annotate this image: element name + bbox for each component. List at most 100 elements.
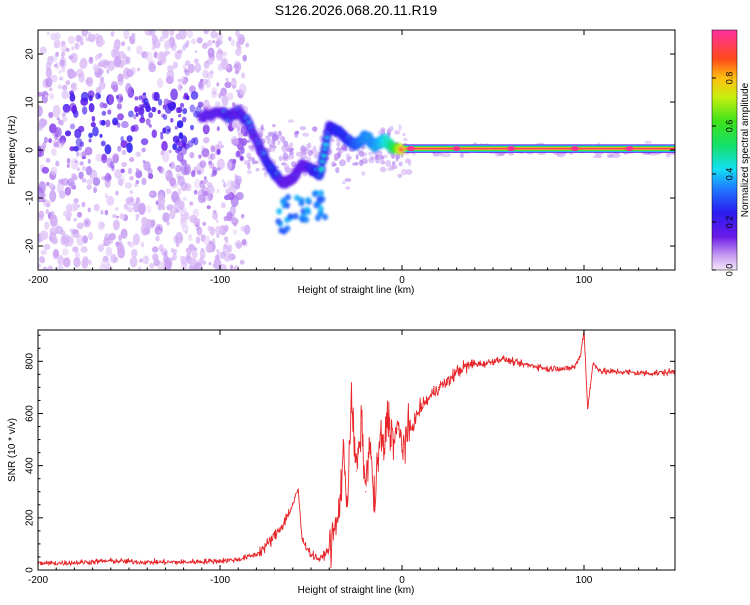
spectrogram-cell: [230, 180, 236, 188]
spectrogram-cell: [203, 42, 208, 48]
spectrogram-cell: [283, 163, 289, 170]
spectrogram-cell: [67, 178, 75, 187]
spectrogram-cell: [127, 167, 133, 175]
spectrogram-cell: [175, 164, 182, 173]
spectrogram-cell: [210, 145, 216, 153]
spectrogram-cell: [306, 156, 312, 162]
spectrogram-cell: [170, 256, 175, 262]
spectrogram-cell: [152, 253, 159, 261]
ridge-cell: [319, 166, 324, 172]
spectrogram-cell: [108, 94, 115, 105]
spectrogram-cell: [240, 138, 248, 147]
spectrogram-cell: [334, 157, 338, 161]
colorbar-label: Normalized spectral amplitude: [740, 82, 750, 217]
y-tick-label: 10: [25, 96, 36, 108]
spectrogram-cell: [363, 159, 369, 164]
spectrogram-cell: [119, 213, 126, 220]
snr-point: [537, 365, 540, 368]
spectrogram-cell: [98, 81, 106, 90]
spectrogram-cell: [78, 171, 84, 180]
spectrogram-cell: [212, 209, 217, 214]
y-tick-label: -20: [25, 238, 36, 253]
spectrogram-cell: [130, 125, 136, 132]
spectrogram-cell: [117, 122, 121, 128]
ridge-cell: [311, 190, 318, 198]
spectrogram-cell: [335, 167, 340, 174]
snr-point: [619, 371, 622, 373]
snr-point: [255, 553, 257, 555]
spectrogram-cell: [57, 137, 63, 144]
snr-x-label: Height of straight line (km): [298, 585, 415, 596]
spectrogram-cell: [127, 206, 134, 213]
spectrogram-cell: [245, 139, 251, 143]
spectrogram-cell: [217, 48, 223, 55]
x-tick-label: 100: [576, 575, 593, 586]
spectrogram-cell: [62, 248, 69, 256]
spectrogram-cell: [42, 198, 46, 203]
spectrogram-cell: [225, 188, 231, 195]
spectrogram-cell: [166, 221, 170, 226]
spectrogram-cell: [203, 60, 210, 69]
spectrogram-cell: [125, 82, 132, 94]
spectrogram-cell: [41, 166, 50, 174]
spectrogram-cell: [105, 263, 112, 270]
spectrogram-cell: [176, 145, 183, 152]
spectrogram-cell: [232, 229, 238, 236]
carrier-hotspot: [570, 146, 579, 152]
ridge-cell: [281, 228, 288, 235]
spectrogram-cell: [391, 164, 398, 170]
snr-point: [374, 504, 376, 506]
spectrogram-cell: [90, 122, 96, 128]
snr-point: [556, 367, 558, 369]
spectrogram-cell: [405, 169, 413, 175]
spectrogram-cell: [53, 250, 59, 257]
spectrogram-cell: [67, 35, 76, 45]
snr-point: [419, 407, 421, 409]
spectrogram-cell: [53, 39, 61, 49]
spectrogram-cell: [135, 112, 139, 117]
spectrogram-cell: [105, 246, 113, 257]
spectrogram-cell: [111, 49, 117, 58]
spectrogram-cell: [81, 151, 88, 157]
spectrogram-cell: [51, 147, 57, 156]
snr-y-label: SNR (10 * v/v): [7, 418, 18, 482]
spectrogram-cell: [38, 124, 44, 131]
spectrogram-cell: [157, 195, 166, 208]
spectrogram-cell: [174, 126, 178, 130]
spectrogram-cell: [120, 168, 125, 174]
spectrogram-cell: [383, 154, 388, 159]
spectrogram-cell: [216, 82, 220, 87]
spectrogram-cell: [394, 130, 400, 135]
spectrogram-cell: [116, 243, 125, 253]
spectrogram-cell: [208, 192, 214, 201]
spectrogram-cell: [186, 40, 190, 44]
spectrogram-cell: [48, 183, 54, 189]
spectrogram-cell: [218, 92, 222, 99]
spectrogram-cell: [173, 208, 179, 214]
spectrogram-cell: [593, 154, 603, 159]
spectrogram-cell: [141, 216, 148, 227]
spectrogram-cell: [375, 154, 379, 158]
spectrogram-cell: [289, 142, 294, 147]
spectrogram-cell: [189, 104, 196, 113]
spectrogram-cell: [139, 117, 146, 124]
spectrogram-cell: [336, 142, 341, 147]
spectrogram-cell: [85, 165, 93, 176]
spectrogram-cell: [182, 79, 187, 85]
spectrogram-cell: [230, 39, 235, 47]
spectrogram-cell: [73, 257, 81, 268]
spectrogram-cell: [46, 31, 50, 36]
spectrogram-cell: [299, 126, 307, 131]
spectrogram-cell: [196, 37, 203, 44]
snr-point: [219, 560, 221, 562]
spectrogram-cell: [57, 84, 62, 90]
spectrogram-cell: [71, 71, 77, 78]
snr-point: [383, 452, 385, 454]
spectrogram-cell: [172, 61, 178, 69]
spectrogram-cell: [179, 86, 183, 89]
spectrogram-cell: [79, 141, 85, 147]
spectrogram-cell: [88, 103, 95, 113]
spectrogram-cell: [162, 104, 166, 110]
spectrogram-cell: [181, 207, 187, 213]
